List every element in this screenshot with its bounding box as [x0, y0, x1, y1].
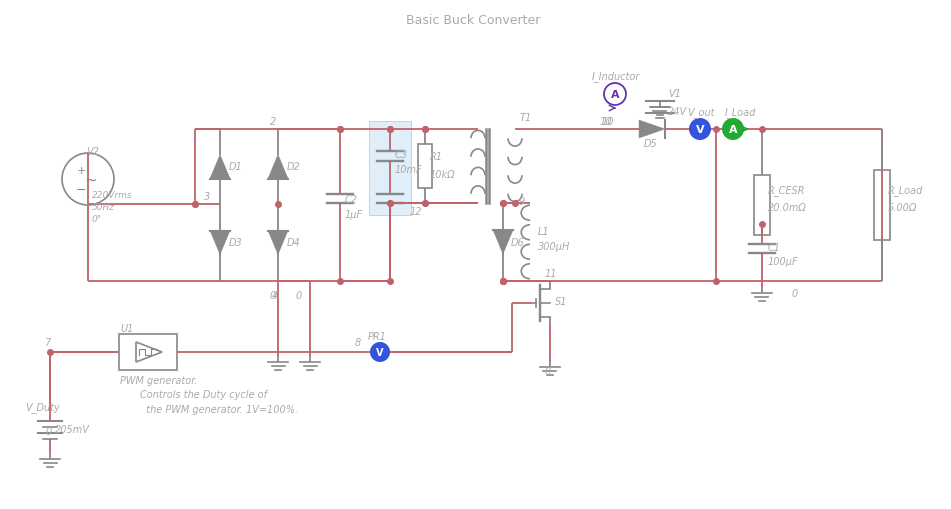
- Text: Basic Buck Converter: Basic Buck Converter: [406, 13, 540, 26]
- Text: 0: 0: [296, 291, 302, 300]
- Text: 0: 0: [545, 366, 552, 376]
- Text: 10mF: 10mF: [395, 165, 422, 175]
- Text: 50Hz: 50Hz: [92, 202, 115, 211]
- Text: 300μH: 300μH: [538, 242, 571, 251]
- Text: Controls the Duty cycle of: Controls the Duty cycle of: [140, 389, 267, 399]
- Text: S1: S1: [555, 296, 568, 306]
- Text: V_Duty: V_Duty: [25, 402, 60, 413]
- Text: D4: D4: [287, 238, 301, 248]
- Text: 12: 12: [410, 207, 422, 216]
- Text: L1: L1: [538, 227, 550, 237]
- Circle shape: [722, 119, 744, 140]
- Text: D2: D2: [287, 162, 301, 172]
- Text: A: A: [611, 90, 619, 100]
- Text: 0: 0: [270, 291, 276, 300]
- Text: 10: 10: [602, 117, 614, 127]
- Text: 11: 11: [545, 268, 557, 278]
- Text: D3: D3: [229, 238, 243, 248]
- Text: D6: D6: [511, 238, 525, 247]
- Polygon shape: [210, 155, 230, 179]
- Text: 5.00Ω: 5.00Ω: [888, 203, 918, 213]
- Polygon shape: [268, 231, 288, 255]
- Text: 7: 7: [44, 337, 50, 347]
- Text: V1: V1: [668, 89, 681, 99]
- Text: R_CESR: R_CESR: [768, 185, 805, 196]
- Text: PR1: PR1: [368, 331, 387, 342]
- FancyBboxPatch shape: [369, 122, 411, 216]
- Text: 4: 4: [272, 291, 279, 300]
- Circle shape: [689, 119, 711, 140]
- Text: 1μF: 1μF: [345, 210, 363, 219]
- Bar: [418, 145, 432, 189]
- Text: 100μF: 100μF: [768, 257, 799, 267]
- Text: 0: 0: [792, 289, 798, 298]
- Text: V: V: [696, 125, 705, 135]
- Text: 24V: 24V: [668, 107, 688, 117]
- Text: 3: 3: [204, 191, 210, 202]
- Bar: [874, 171, 890, 241]
- Text: A: A: [728, 125, 737, 135]
- Text: V2: V2: [86, 147, 99, 157]
- Text: 0: 0: [46, 426, 52, 436]
- Text: 8: 8: [355, 337, 361, 347]
- Text: T1: T1: [520, 113, 533, 123]
- Text: 0°: 0°: [92, 215, 103, 224]
- Text: R1: R1: [430, 152, 443, 162]
- Text: I_Inductor: I_Inductor: [592, 71, 640, 82]
- Text: 10: 10: [600, 117, 612, 127]
- Text: 220Vrms: 220Vrms: [92, 191, 132, 200]
- Text: +: +: [76, 165, 86, 176]
- Text: ~: ~: [85, 172, 97, 187]
- Text: 205mV: 205mV: [55, 424, 90, 434]
- Text: the PWM generator. 1V=100%.: the PWM generator. 1V=100%.: [140, 404, 298, 414]
- Text: 10kΩ: 10kΩ: [430, 169, 456, 180]
- Text: D1: D1: [229, 162, 243, 172]
- Bar: [754, 176, 770, 236]
- Polygon shape: [493, 231, 513, 254]
- Text: PWM generator.: PWM generator.: [120, 375, 198, 385]
- Text: R_Load: R_Load: [888, 185, 923, 196]
- Polygon shape: [268, 155, 288, 179]
- Text: 2: 2: [270, 117, 276, 127]
- Polygon shape: [210, 231, 230, 255]
- Text: C2: C2: [345, 194, 358, 205]
- Bar: [119, 334, 177, 370]
- Text: 9: 9: [519, 196, 525, 207]
- Text: C3: C3: [395, 150, 408, 160]
- Text: V: V: [377, 347, 384, 357]
- Circle shape: [370, 343, 390, 362]
- Text: D5: D5: [644, 139, 658, 149]
- Text: −: −: [76, 183, 87, 196]
- Text: 20.0mΩ: 20.0mΩ: [768, 203, 806, 213]
- Polygon shape: [639, 121, 665, 139]
- Text: C1: C1: [768, 242, 781, 252]
- Text: V_out: V_out: [687, 107, 714, 118]
- Text: I_Load: I_Load: [725, 107, 756, 118]
- Text: U1: U1: [120, 323, 133, 333]
